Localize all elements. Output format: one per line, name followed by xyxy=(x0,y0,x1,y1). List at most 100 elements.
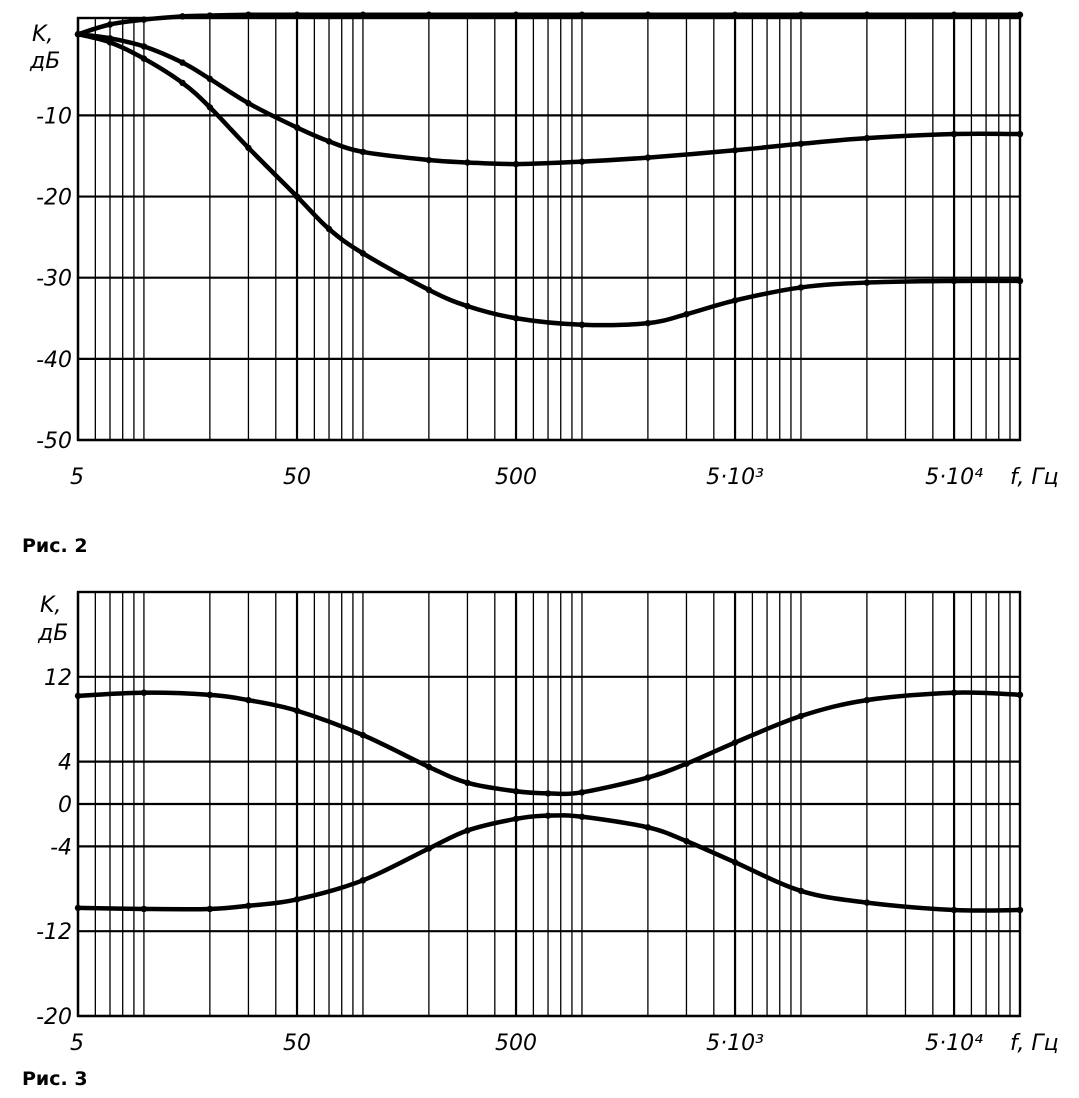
figure-3-series-1-point xyxy=(950,689,958,696)
figure-3-series-2-line xyxy=(75,813,1023,913)
plot-frame xyxy=(76,16,1022,442)
figure-3-series-2-point xyxy=(293,896,301,903)
y-tick-label: 4 xyxy=(58,751,72,776)
figure-3-series-1-point xyxy=(140,689,148,696)
figure-3-series-2-point xyxy=(512,815,520,823)
figure-3-series-2-point xyxy=(950,906,958,914)
figure-2-series-3-point xyxy=(464,302,471,310)
figure-2-series-3-point xyxy=(74,31,82,38)
figure-2-series-2-point xyxy=(644,154,652,161)
figure-3-series-1-point xyxy=(683,760,690,767)
x-tick-label: 5·10⁴ xyxy=(925,465,983,490)
figure-3-series-1-point xyxy=(644,774,652,781)
figure-3-series-2-point xyxy=(425,845,433,852)
figure-2-series-3-point xyxy=(1016,277,1024,285)
y-tick-label: -40 xyxy=(36,348,72,373)
figure-3-series-1-point xyxy=(206,691,214,699)
y-tick-label: -12 xyxy=(36,920,72,945)
figure-3-series-1-point xyxy=(464,779,471,786)
figure-2-series-1-point xyxy=(1016,11,1024,18)
figure-2-series-2-point xyxy=(425,156,433,164)
figure-3-series-2-point xyxy=(359,877,367,884)
figure-2-series-3-point xyxy=(644,319,652,327)
figure-2-series-2-point xyxy=(863,134,871,142)
figure-3-xlabel: f, Гц xyxy=(1010,1031,1059,1056)
figure-2-series-3-point xyxy=(140,55,148,62)
figure-3-series-2-point xyxy=(140,905,148,913)
figure-2-series-1-point xyxy=(950,11,958,18)
figure-3-series-2-point xyxy=(578,813,586,820)
figure-2-grid xyxy=(76,16,1022,442)
figure-2-series-2-line xyxy=(75,31,1023,167)
figure-2-series-1-point xyxy=(644,11,652,18)
figure-2-series-1-point xyxy=(293,11,301,18)
x-tick-label: 500 xyxy=(495,465,537,490)
y-tick-label: -20 xyxy=(36,186,72,211)
figure-3-series-1-point xyxy=(1016,691,1024,699)
figure-3-series-2-point xyxy=(644,824,652,831)
x-tick-label: 500 xyxy=(495,1031,537,1056)
figure-2-series-3-point xyxy=(950,277,958,285)
y-tick-label: -50 xyxy=(36,429,72,454)
figure-2-series-1-point xyxy=(245,11,252,18)
figure-2-series-1-point xyxy=(140,16,148,23)
figure-2-series-3-point xyxy=(797,284,805,291)
figure-3-series-1-point xyxy=(74,692,82,700)
y-tick-label: -20 xyxy=(36,1005,72,1030)
figure-3-ylabel-unit: дБ xyxy=(37,621,68,646)
figure-3-chart: 12 4 0 -4 -12 -205 50 500 5·10³ 5·10⁴ K, дБ f, Гц… xyxy=(22,590,1059,1090)
figure-2-series-3-point xyxy=(206,104,214,111)
figure-3-labels: 12 4 0 -4 -12 -205 50 500 5·10³ 5·10⁴ xyxy=(36,666,983,1056)
figure-2-series-1-point xyxy=(731,11,739,18)
figure-2-caption: Рис. 2 xyxy=(22,535,88,557)
y-tick-label: -30 xyxy=(36,267,72,292)
figure-3-series-1-point xyxy=(544,790,552,797)
x-tick-label: 50 xyxy=(283,465,311,490)
figure-2-series-3-point xyxy=(245,144,252,152)
figure-2-series-2-point xyxy=(293,124,301,131)
figure-3-series-2-point xyxy=(206,905,214,913)
figure-2-series-3-point xyxy=(325,225,333,233)
figure-2-series-1-point xyxy=(578,11,586,18)
figure-2-series-3-point xyxy=(512,315,520,322)
figure-3-series-1-point xyxy=(797,712,805,720)
figure-2-series-3-point xyxy=(106,39,114,46)
figure-3-series-1-point xyxy=(578,789,586,796)
figure-3-series-2-point xyxy=(544,812,552,819)
figure-3-curves xyxy=(74,689,1024,914)
figure-2-series-1-point xyxy=(863,11,871,18)
figure-2-series-2-point xyxy=(464,159,471,166)
figure-3-series-2-point xyxy=(683,837,690,845)
figure-2-series-2-point xyxy=(578,158,586,165)
figure-3-series-2-point xyxy=(74,904,82,912)
figure-3-series-2-point xyxy=(863,899,871,906)
figure-2-series-2-point xyxy=(325,138,333,145)
figure-2-series-3-point xyxy=(683,311,690,318)
figure-2-series-2-point xyxy=(950,130,958,138)
figure-3-series-2-point xyxy=(731,859,739,866)
figure-2-chart: -10 -20 -30 -40 -50 5 50 500 5·10³ 5·10⁴ K, дБ f,… xyxy=(22,11,1059,557)
x-tick-label: 5·10³ xyxy=(706,1031,764,1056)
figure-3-series-1-point xyxy=(512,788,520,795)
plot-frame xyxy=(76,590,1022,1018)
figure-3-series-2-point xyxy=(797,887,805,895)
figure-2-series-2-point xyxy=(140,43,148,50)
figure-2-series-3-point xyxy=(425,286,433,294)
figure-2-series-1-point xyxy=(179,13,186,20)
figure-2-series-3-point xyxy=(863,279,871,286)
figure-2-series-1-point xyxy=(425,11,433,18)
figure-2-series-3-point xyxy=(731,297,739,304)
y-tick-label: -10 xyxy=(36,104,72,129)
figure-3-series-1-point xyxy=(245,696,252,704)
figure-2-series-2-point xyxy=(245,100,252,107)
figure-2-labels: -10 -20 -30 -40 -50 5 50 500 5·10³ 5·10⁴ xyxy=(36,104,983,490)
figure-2-ylabel-unit: дБ xyxy=(29,49,60,74)
figure-3-series-1-point xyxy=(425,763,433,771)
figure-2-series-1-point xyxy=(512,11,520,18)
figure-2-ylabel-unit-symbol: K, xyxy=(32,22,53,47)
figure-3-ylabel-unit-symbol: K, xyxy=(40,593,61,618)
figure-2-series-2-point xyxy=(359,148,367,156)
figure-3-series-1-point xyxy=(863,696,871,704)
figure-3-series-1-line xyxy=(75,690,1023,797)
